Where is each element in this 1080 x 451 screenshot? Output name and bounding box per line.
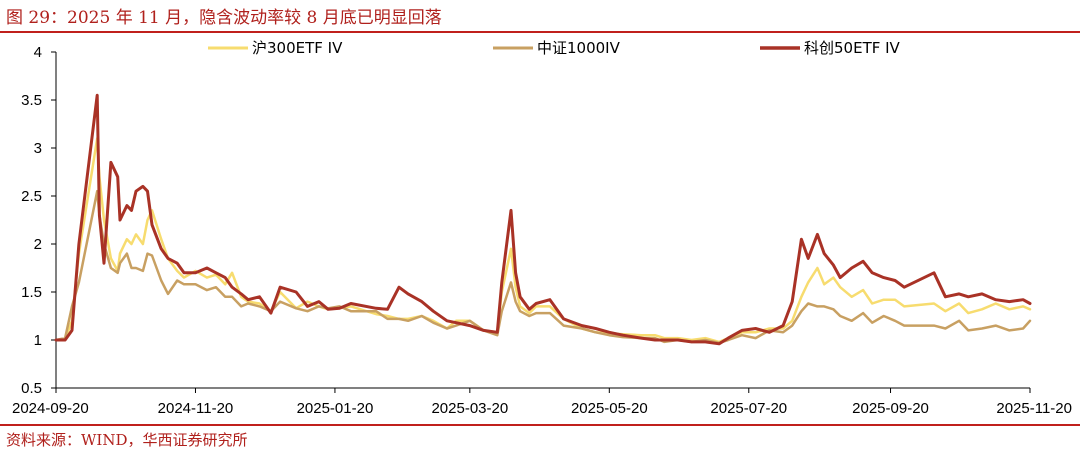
- legend-label-1: 沪300ETF IV: [252, 39, 343, 57]
- series-line-1: [54, 137, 1032, 344]
- y-tick-label: 0.5: [21, 380, 42, 397]
- x-tick-label: 2025-07-20: [710, 400, 787, 417]
- y-tick-label: 2: [34, 236, 42, 253]
- chart-axes: 0.5 1 1.5 2 2.5 3 3.5 4 2024-09-20 2024-11-20 2025…: [12, 44, 1072, 417]
- series-line-3: [54, 93, 1032, 346]
- chart-legend: 沪300ETF IV 中证1000IV 科创50ETF IV: [208, 39, 901, 57]
- title-rule: [0, 31, 1080, 33]
- x-tick-label: 2025-11-20: [996, 400, 1072, 417]
- source-rule: [0, 424, 1080, 426]
- y-tick-label: 2.5: [21, 188, 42, 205]
- x-tick-label: 2025-03-20: [431, 400, 508, 417]
- chart-series: [54, 93, 1032, 346]
- y-tick-label: 4: [34, 44, 42, 61]
- x-tick-label: 2025-01-20: [297, 400, 374, 417]
- legend-label-2: 中证1000IV: [537, 39, 621, 57]
- y-tick-label: 1: [34, 332, 42, 349]
- y-tick-label: 1.5: [21, 284, 42, 301]
- series-line-2: [54, 189, 1032, 345]
- source-note: 资料来源：WIND，华西证券研究所: [6, 431, 248, 449]
- y-tick-label: 3.5: [21, 92, 42, 109]
- x-tick-label: 2025-09-20: [852, 400, 929, 417]
- y-tick-label: 3: [34, 140, 42, 157]
- x-tick-label: 2024-11-20: [158, 400, 234, 417]
- x-tick-label: 2025-05-20: [571, 400, 648, 417]
- figure-title: 图 29：2025 年 11 月，隐含波动率较 8 月底已明显回落: [6, 8, 442, 28]
- legend-label-3: 科创50ETF IV: [804, 39, 901, 57]
- x-tick-label: 2024-09-20: [12, 400, 89, 417]
